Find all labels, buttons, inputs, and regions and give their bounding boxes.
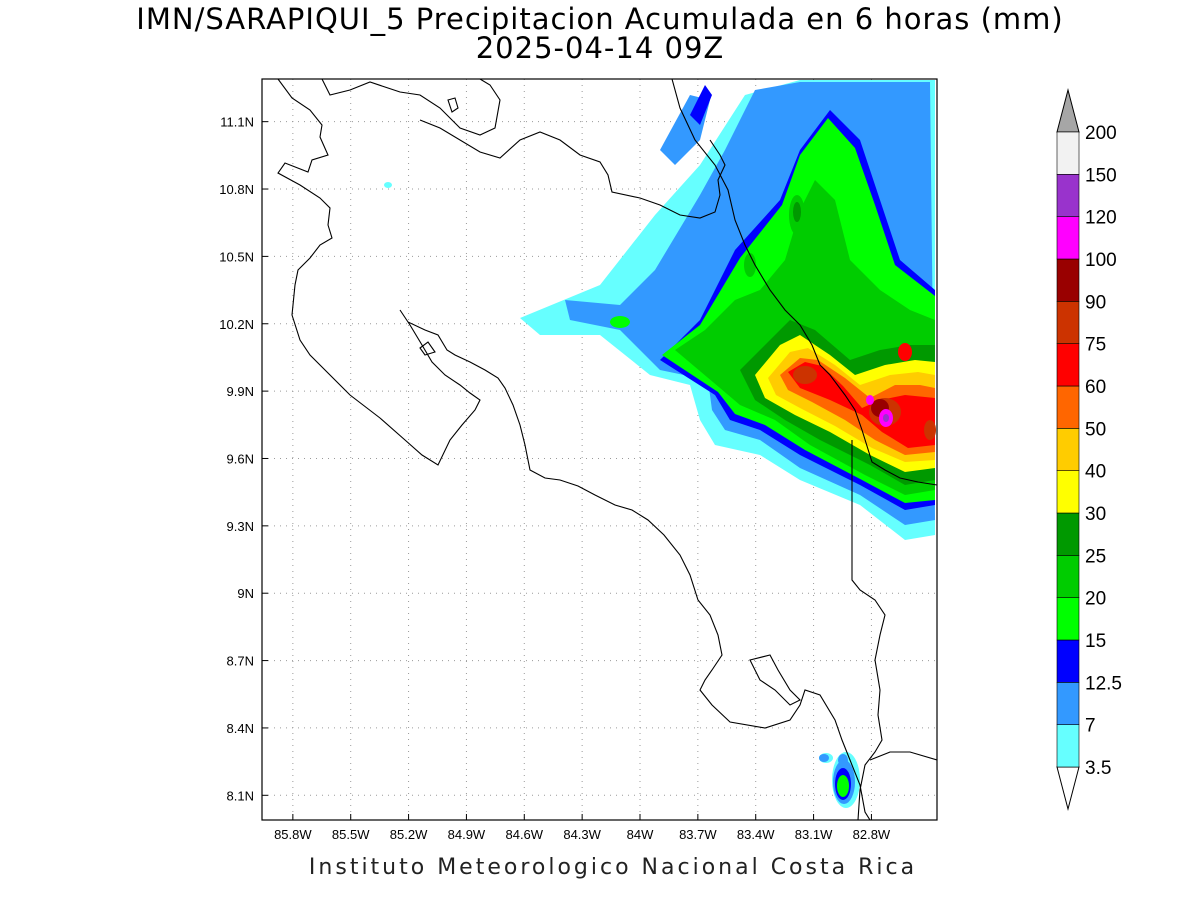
colorbar-level-label: 50 bbox=[1085, 419, 1106, 440]
colorbar-level-label: 30 bbox=[1085, 504, 1106, 525]
colorbar-swatch bbox=[1056, 343, 1080, 387]
map-title: IMN/SARAPIQUI_5 Precipitacion Acumulada … bbox=[136, 2, 1064, 36]
lat-tick-label: 11.1N bbox=[220, 115, 254, 130]
lat-tick-label: 9.6N bbox=[227, 451, 254, 466]
map-subtitle: 2025-04-14 09Z bbox=[475, 31, 725, 65]
colorbar-level-label: 100 bbox=[1085, 250, 1117, 271]
lat-tick-label: 9.3N bbox=[227, 519, 254, 534]
colorbar-level-label: 75 bbox=[1085, 335, 1106, 356]
colorbar-swatch bbox=[1056, 555, 1080, 598]
lat-tick-label: 9.9N bbox=[227, 384, 254, 399]
colorbar-level-label: 25 bbox=[1085, 546, 1106, 567]
lon-tick-label: 83.1W bbox=[795, 827, 833, 842]
lat-tick-label: 10.5N bbox=[219, 249, 254, 264]
colorbar-swatch bbox=[1056, 385, 1080, 429]
lat-tick-label: 9N bbox=[237, 586, 254, 601]
footer-credit: Instituto Meteorologico Nacional Costa R… bbox=[308, 855, 918, 880]
lat-tick-label: 8.1N bbox=[227, 788, 254, 803]
lon-tick-label: 83.4W bbox=[737, 827, 775, 842]
colorbar-level-label: 150 bbox=[1085, 165, 1117, 186]
lat-tick-label: 10.2N bbox=[219, 317, 254, 332]
colorbar-swatch bbox=[1056, 216, 1080, 260]
colorbar-under-arrow bbox=[1056, 766, 1080, 811]
lon-tick-label: 85.2W bbox=[390, 827, 428, 842]
colorbar-level-label: 40 bbox=[1085, 462, 1106, 483]
colorbar-swatch bbox=[1056, 174, 1080, 217]
colorbar-swatch bbox=[1056, 301, 1080, 344]
colorbar-level-label: 12.5 bbox=[1085, 673, 1122, 694]
colorbar-level-label: 7 bbox=[1085, 716, 1096, 737]
colorbar-over-arrow bbox=[1056, 88, 1080, 133]
lat-tick-label: 8.4N bbox=[227, 721, 254, 736]
colorbar-level-label: 3.5 bbox=[1085, 758, 1111, 779]
colorbar-swatch bbox=[1056, 597, 1080, 641]
map-frame bbox=[261, 78, 938, 821]
colorbar-swatch bbox=[1056, 512, 1080, 556]
colorbar-swatch bbox=[1056, 724, 1080, 768]
precipitation-field bbox=[384, 80, 936, 808]
lon-tick-label: 84.9W bbox=[448, 827, 486, 842]
colorbar-level-label: 20 bbox=[1085, 589, 1106, 610]
colorbar-level-label: 60 bbox=[1085, 377, 1106, 398]
longitude-axis: 85.8W 85.5W 85.2W 84.9W 84.6W 84.3W 84W 83.7W 83… bbox=[274, 814, 891, 842]
colorbar-level-label: 15 bbox=[1085, 631, 1106, 652]
colorbar-swatch bbox=[1056, 131, 1080, 175]
colorbar-level-label: 120 bbox=[1085, 208, 1117, 229]
lon-tick-label: 84.3W bbox=[563, 827, 601, 842]
latitude-axis: 8.1N 8.4N 8.7N 9N 9.3N 9.6N 9.9N 10.2N 10.5N 10.8… bbox=[219, 115, 268, 803]
colorbar-swatch bbox=[1056, 639, 1080, 683]
colorbar: 3.5 7 12.5 15 20 25 30 40 50 60 75 90 100 120 150 200 bbox=[1056, 88, 1122, 811]
colorbar-swatch bbox=[1056, 470, 1080, 514]
colorbar-level-label: 90 bbox=[1085, 292, 1106, 313]
colorbar-swatch bbox=[1056, 258, 1080, 302]
colorbar-level-label: 200 bbox=[1085, 123, 1117, 144]
lon-tick-label: 85.5W bbox=[332, 827, 370, 842]
lat-tick-label: 10.8N bbox=[219, 182, 254, 197]
lon-tick-label: 82.8W bbox=[853, 827, 891, 842]
colorbar-swatch bbox=[1056, 428, 1080, 471]
coastlines-and-borders bbox=[277, 79, 937, 820]
lon-tick-label: 85.8W bbox=[274, 827, 312, 842]
lon-tick-label: 84.6W bbox=[505, 827, 543, 842]
lon-tick-label: 83.7W bbox=[679, 827, 717, 842]
lat-tick-label: 8.7N bbox=[227, 654, 254, 669]
lon-tick-label: 84W bbox=[627, 827, 654, 842]
colorbar-swatch bbox=[1056, 682, 1080, 725]
